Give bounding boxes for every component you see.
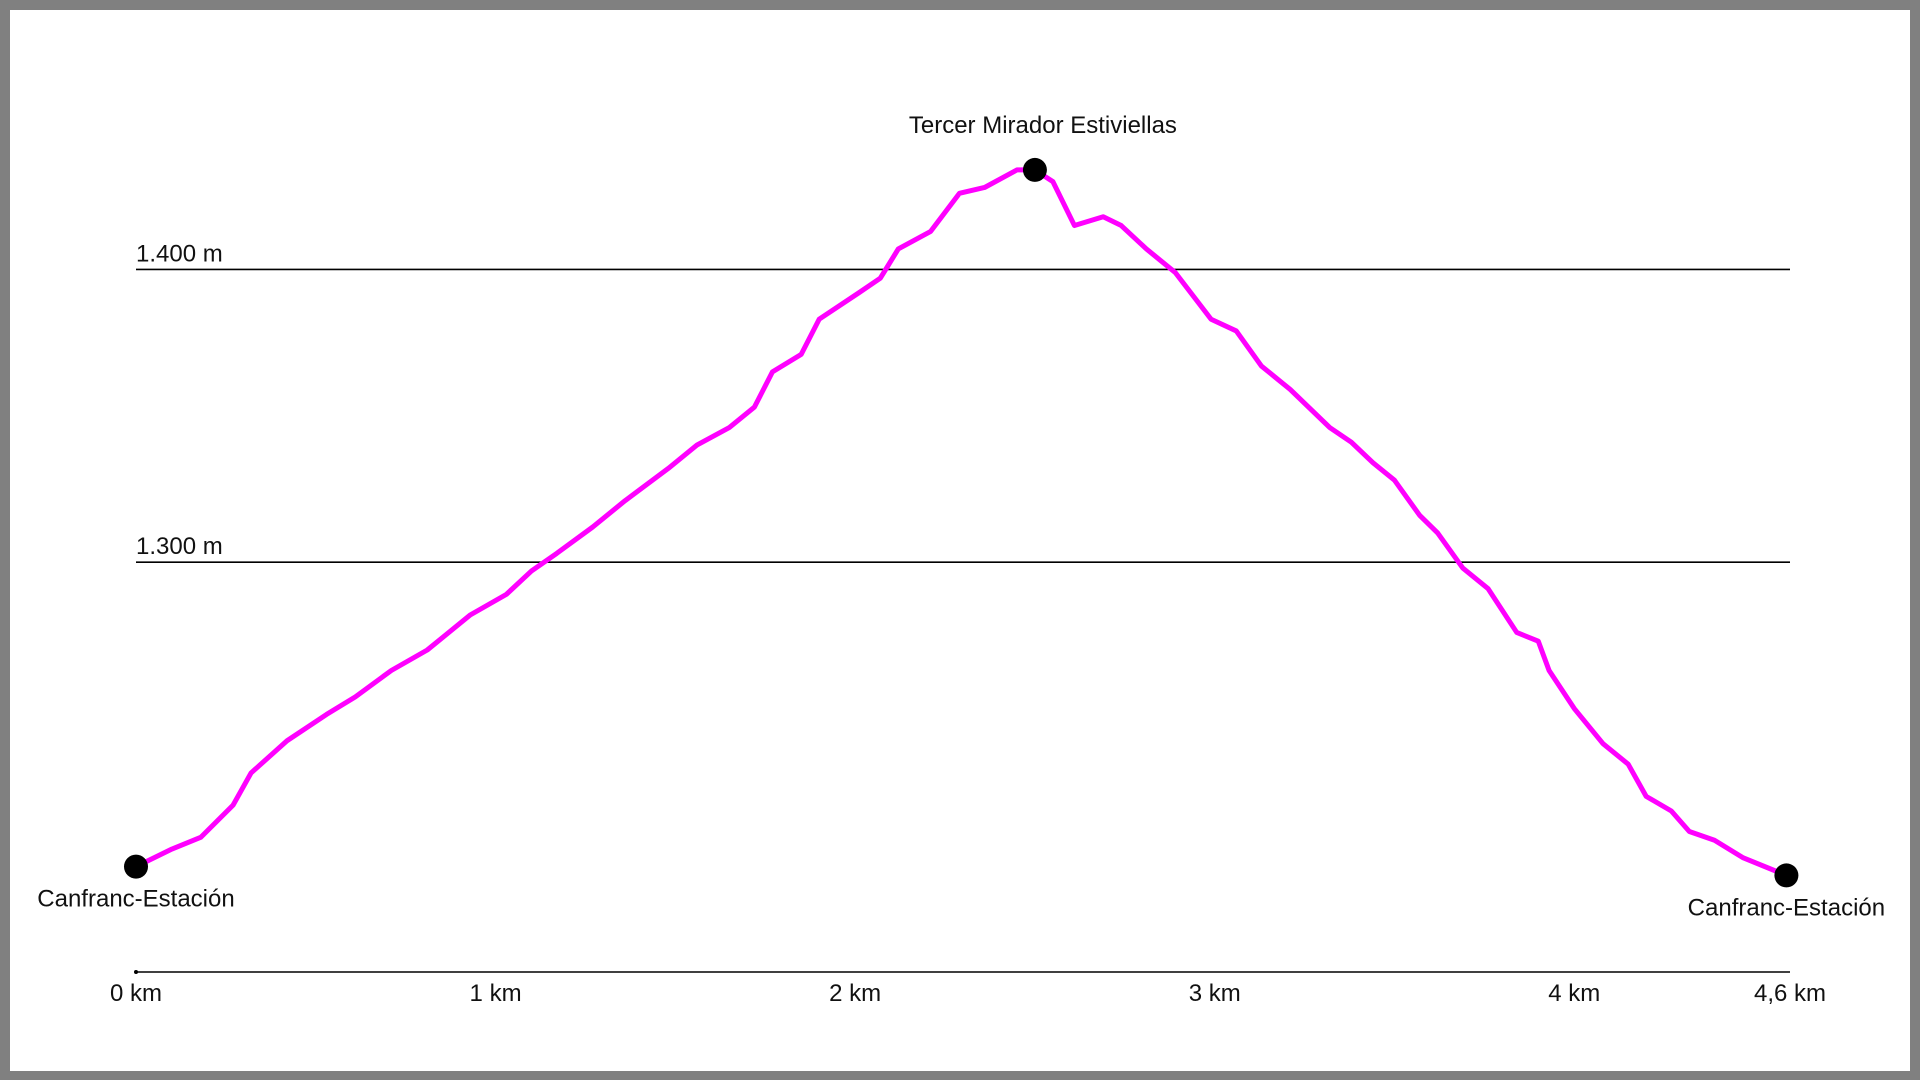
waypoint bbox=[1774, 863, 1799, 888]
y-tick-label: 1.300 m bbox=[136, 533, 223, 560]
x-tick-label: 0 km bbox=[110, 980, 162, 1007]
waypoint-label: Canfranc-Estación bbox=[1688, 894, 1885, 921]
waypoint-label: Canfranc-Estación bbox=[37, 886, 234, 913]
x-tick-label: 2 km bbox=[829, 980, 881, 1007]
waypoint-label: Tercer Mirador Estiviellas bbox=[909, 112, 1177, 139]
x-tick-label: 4 km bbox=[1548, 980, 1600, 1007]
waypoint bbox=[1022, 157, 1047, 182]
x-tick-label: 1 km bbox=[470, 980, 522, 1007]
x-tick-label: 3 km bbox=[1189, 980, 1241, 1007]
x-tick-label: 4,6 km bbox=[1754, 980, 1826, 1007]
background bbox=[10, 10, 1910, 1071]
waypoint bbox=[124, 854, 148, 879]
y-tick-label: 1.400 m bbox=[136, 240, 223, 267]
axis-origin bbox=[134, 970, 138, 974]
